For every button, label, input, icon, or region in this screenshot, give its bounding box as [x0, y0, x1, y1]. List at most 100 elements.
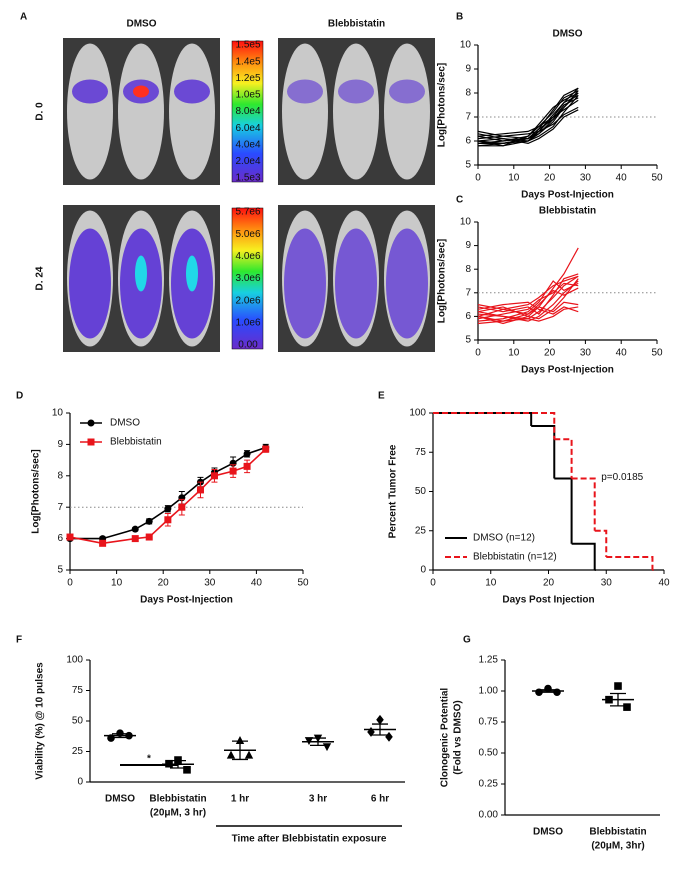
y-tick-label: 5 — [465, 335, 471, 346]
x-tick-label: 30 — [204, 578, 216, 589]
survival-step — [531, 425, 556, 479]
marker — [164, 516, 172, 524]
x-tick-label: 30 — [580, 173, 592, 184]
y-tick-label: 9 — [57, 439, 63, 450]
marker — [178, 503, 186, 511]
scale-label: 1.2e5 — [235, 73, 260, 84]
marker — [553, 688, 561, 697]
survival-step — [594, 529, 608, 557]
scale-label: 5.0e6 — [235, 229, 260, 240]
y-tick-label: 25 — [72, 746, 84, 757]
mouse-body — [384, 43, 430, 180]
marker — [131, 535, 139, 543]
marker — [367, 727, 375, 737]
signal — [174, 79, 210, 104]
panel-label: F — [16, 635, 22, 646]
y-tick-label: 0 — [77, 777, 83, 788]
signal-hot — [186, 255, 198, 292]
x-axis-label: Days Post-Injection — [521, 365, 614, 376]
survival-step — [571, 477, 596, 531]
y-axis-label: Log[Photons/sec] — [31, 449, 42, 533]
x-tick-note: (20μM, 3hr) — [591, 841, 644, 852]
color-scale — [231, 207, 264, 350]
marker — [145, 533, 153, 541]
panel-label: D — [16, 391, 23, 402]
y-axis-label: Clonogenic Potential — [440, 688, 451, 788]
x-tick-label: Blebbistatin — [149, 794, 206, 805]
x-tick-label: 30 — [601, 578, 613, 589]
scale-label: 2.0e4 — [235, 156, 260, 167]
data-line — [477, 109, 579, 145]
marker — [131, 525, 139, 533]
scale-label: 2.0e6 — [235, 295, 260, 306]
data-line — [477, 97, 579, 140]
x-tick-label: 40 — [251, 578, 263, 589]
survival-step — [554, 438, 573, 479]
y-tick-label: 1.25 — [479, 655, 499, 666]
data-line — [477, 282, 579, 320]
data-line — [477, 90, 579, 145]
marker — [235, 735, 245, 744]
scale-label: 4.0e4 — [235, 139, 260, 150]
legend-label: DMSO — [110, 418, 140, 429]
scale-label: 1.5e3 — [235, 173, 260, 184]
y-tick-label: 100 — [409, 408, 426, 419]
scale-label: 1.0e6 — [235, 317, 260, 328]
survival-step — [433, 412, 556, 440]
marker — [623, 703, 631, 711]
marker — [196, 486, 204, 494]
x-tick-label: 40 — [616, 348, 628, 359]
x-tick-label: 0 — [430, 578, 436, 589]
x-tick-label: DMSO — [105, 794, 135, 805]
y-tick-label: 0.25 — [479, 779, 499, 790]
column-label: Blebbistatin — [328, 19, 385, 30]
y-axis-label: (Fold vs DMSO) — [453, 700, 464, 774]
marker — [99, 539, 107, 547]
x-tick-label: 0 — [475, 348, 481, 359]
marker — [244, 750, 254, 759]
signal — [386, 228, 428, 339]
y-tick-label: 5 — [465, 160, 471, 171]
marker — [107, 734, 115, 742]
x-tick-label: 50 — [651, 173, 663, 184]
y-tick-label: 6 — [57, 533, 63, 544]
scale-label: 1.0e5 — [235, 90, 260, 101]
scale-label: 1.5e5 — [235, 40, 260, 51]
marker — [164, 505, 172, 513]
x-tick-label: 40 — [658, 578, 670, 589]
x-tick-label: 10 — [508, 173, 520, 184]
marker — [174, 756, 182, 764]
y-axis-label: Log[Photons/sec] — [437, 63, 448, 147]
y-tick-label: 25 — [415, 525, 427, 536]
y-tick-label: 0.75 — [479, 717, 499, 728]
legend-label: Blebbistatin — [110, 437, 162, 448]
marker — [183, 766, 191, 774]
y-tick-label: 10 — [460, 40, 472, 51]
marker — [385, 731, 393, 742]
x-tick-label: 10 — [111, 578, 123, 589]
x-tick-label: 0 — [67, 578, 73, 589]
x-tick-label: 30 — [580, 348, 592, 359]
marker — [125, 731, 133, 740]
y-axis-label: Log[Photons/sec] — [437, 239, 448, 323]
y-tick-label: 6 — [465, 311, 471, 322]
mouse-body — [333, 43, 379, 180]
x-tick-label: 1 hr — [231, 794, 249, 805]
x-axis-label: Days Post-Injection — [521, 190, 614, 201]
y-tick-label: 0 — [420, 565, 426, 576]
marker — [304, 737, 314, 746]
y-tick-label: 75 — [72, 685, 84, 696]
legend-label: DMSO (n=12) — [473, 533, 535, 544]
y-tick-label: 7 — [465, 112, 471, 123]
y-tick-label: 10 — [52, 408, 64, 419]
chart-title: DMSO — [553, 29, 583, 40]
signal — [335, 228, 377, 339]
scale-label: 0.00 — [238, 340, 258, 351]
marker — [116, 729, 124, 737]
y-tick-label: 7 — [57, 502, 63, 513]
y-axis-label: Viability (%) @ 10 pulses — [35, 662, 46, 780]
marker — [614, 682, 622, 690]
marker — [313, 734, 323, 743]
legend-marker — [87, 438, 95, 446]
signal — [338, 79, 374, 104]
